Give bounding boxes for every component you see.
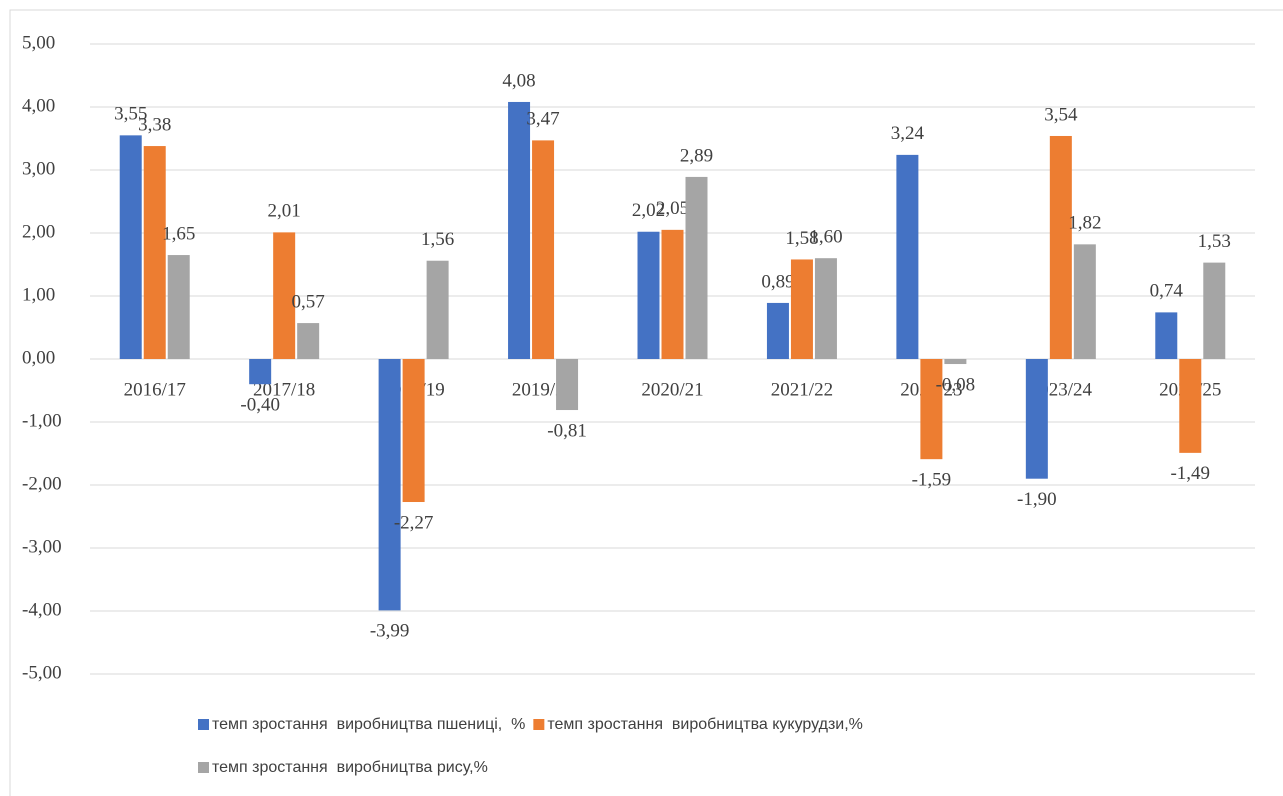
legend-swatch — [533, 719, 545, 730]
bar — [661, 229, 684, 359]
data-label: -0,40 — [240, 395, 280, 416]
x-tick-label: 2020/21 — [641, 379, 703, 400]
bar — [402, 359, 425, 503]
bar — [1179, 359, 1202, 453]
data-label: 1,53 — [1198, 231, 1231, 252]
data-label: -3,99 — [370, 621, 410, 642]
bar — [167, 255, 190, 359]
bar — [685, 176, 708, 359]
bar — [249, 359, 272, 385]
data-label: -0,81 — [547, 420, 587, 441]
bar — [1155, 312, 1178, 359]
bar — [378, 359, 401, 611]
bar — [532, 140, 555, 359]
bar — [637, 231, 660, 359]
bar — [766, 302, 789, 359]
bar — [1049, 135, 1072, 359]
legend-label: темп зростання виробництва рису,% — [212, 759, 488, 776]
y-tick-label: 4,00 — [22, 95, 55, 116]
y-tick-label: -3,00 — [22, 536, 62, 557]
legend-swatch — [198, 762, 209, 773]
data-label: 3,54 — [1044, 104, 1078, 125]
data-label: 1,60 — [809, 227, 842, 248]
y-tick-label: 5,00 — [22, 32, 55, 53]
bar — [1025, 359, 1048, 479]
bar — [143, 146, 166, 359]
data-label: 1,65 — [162, 223, 195, 244]
data-label: 3,47 — [526, 109, 559, 130]
bar — [297, 323, 320, 359]
data-label: 0,89 — [761, 271, 794, 292]
y-tick-label: 1,00 — [22, 284, 55, 305]
x-tick-label: 2021/22 — [771, 379, 833, 400]
chart-frame — [9, 9, 1283, 796]
bar — [508, 101, 531, 360]
data-label: 1,56 — [421, 229, 454, 250]
y-tick-label: -5,00 — [22, 662, 62, 683]
data-label: 3,55 — [114, 104, 147, 125]
data-label: 0,57 — [292, 291, 325, 312]
data-label: -0,08 — [936, 374, 976, 395]
data-label: 2,89 — [680, 145, 713, 166]
bar — [556, 359, 579, 411]
data-label: 0,74 — [1150, 281, 1184, 302]
y-tick-label: 2,00 — [22, 221, 55, 242]
data-label: 4,08 — [502, 70, 535, 91]
data-label: -2,27 — [394, 512, 434, 533]
y-tick-label: -2,00 — [22, 473, 62, 494]
bar — [273, 232, 296, 359]
data-label: 3,38 — [138, 114, 171, 135]
x-tick-label: 2016/17 — [124, 379, 186, 400]
data-label: -1,49 — [1170, 463, 1210, 484]
data-label: -1,59 — [912, 470, 952, 491]
data-label: -1,90 — [1017, 489, 1057, 510]
data-label: 2,02 — [632, 200, 665, 221]
data-label: 2,05 — [656, 198, 689, 219]
data-label: 2,01 — [268, 201, 301, 222]
bar — [896, 154, 919, 359]
bar — [944, 359, 967, 365]
bar — [119, 135, 142, 359]
bar — [814, 258, 837, 359]
legend-label: темп зростання виробництва кукурудзи,% — [547, 716, 863, 733]
bar — [1203, 262, 1226, 359]
legend-label: темп зростання виробництва пшениці, % — [212, 716, 525, 733]
x-tick-label: 2017/18 — [253, 379, 315, 400]
bar — [920, 359, 943, 460]
data-label: 1,82 — [1068, 213, 1101, 234]
y-tick-label: 3,00 — [22, 158, 55, 179]
y-tick-label: -1,00 — [22, 410, 62, 431]
data-label: 1,58 — [785, 228, 818, 249]
bar — [790, 259, 813, 359]
legend-swatch — [198, 719, 209, 730]
y-tick-label: -4,00 — [22, 599, 62, 620]
y-tick-label: 0,00 — [22, 347, 55, 368]
bar — [426, 260, 449, 359]
data-label: 3,24 — [891, 123, 925, 144]
bar — [1073, 244, 1096, 359]
